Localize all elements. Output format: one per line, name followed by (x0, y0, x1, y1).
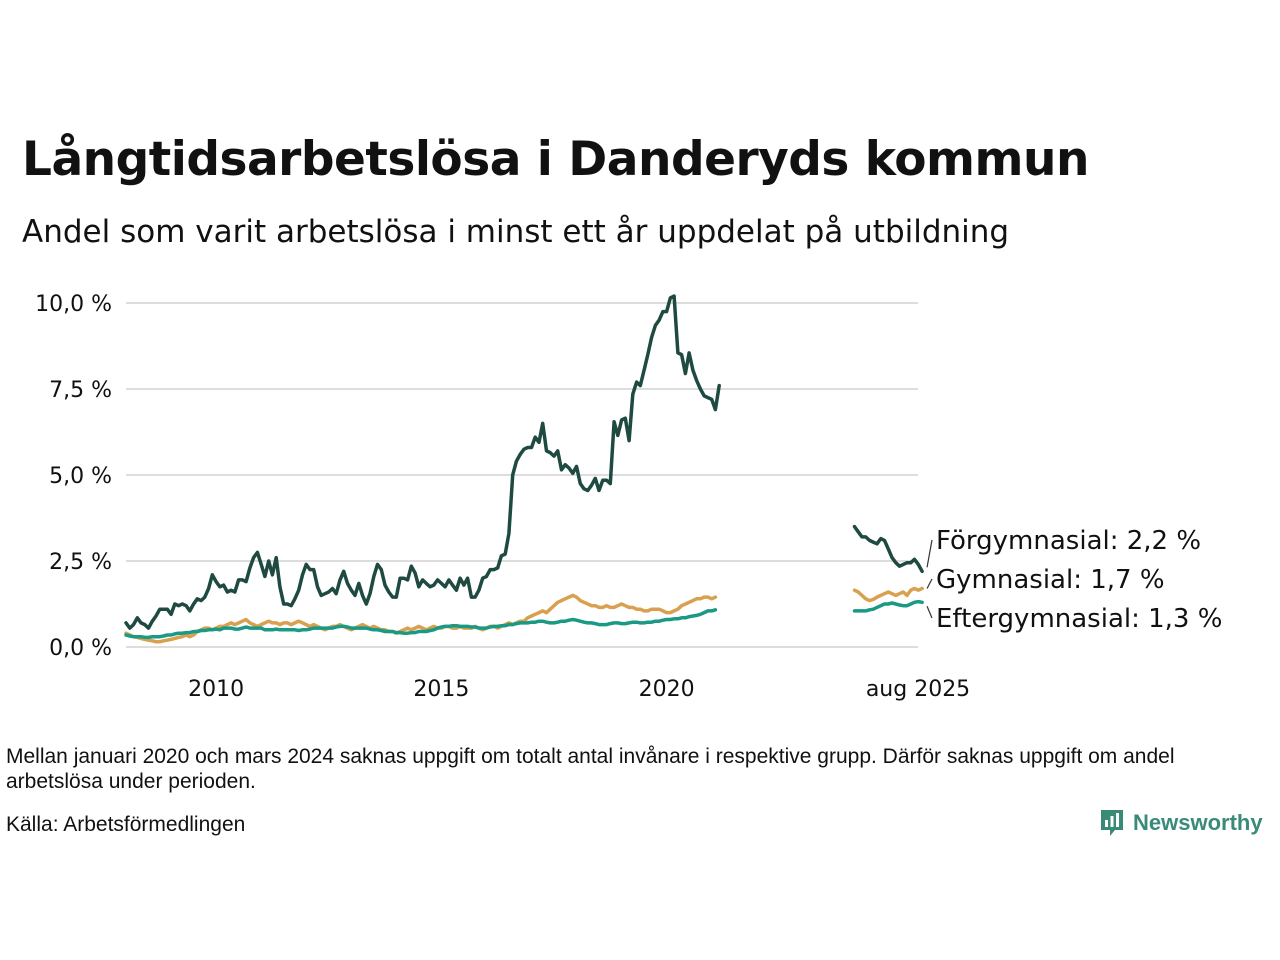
series-line-förgymnasial (852, 524, 924, 574)
series-lines (124, 294, 924, 644)
y-tick-label: 10,0 % (35, 292, 112, 317)
series-end-label: Förgymnasial: 2,2 % (936, 526, 1201, 556)
series-end-label: Eftergymnasial: 1,3 % (936, 604, 1222, 634)
series-line-gymnasial (124, 593, 718, 644)
chart-title: Långtidsarbetslösa i Danderyds kommun (22, 132, 1089, 187)
x-tick-label: 2020 (639, 677, 695, 702)
chart-subtitle: Andel som varit arbetslösa i minst ett å… (22, 214, 1010, 250)
newsworthy-logo[interactable]: Newsworthy (1099, 808, 1263, 838)
source-text: Källa: Arbetsförmedlingen (6, 813, 246, 836)
series-line-eftergymnasial (852, 599, 924, 613)
grid-lines (126, 302, 918, 648)
x-tick-label: 2010 (188, 677, 244, 702)
label-leader-line (926, 606, 933, 619)
x-tick-label: 2015 (413, 677, 469, 702)
bar-chart-logo-icon (1101, 810, 1123, 836)
series-line-förgymnasial (124, 294, 721, 630)
y-tick-label: 2,5 % (49, 550, 112, 575)
x-tick-label: aug 2025 (866, 677, 970, 702)
series-end-label: Gymnasial: 1,7 % (936, 565, 1165, 595)
line-chart: 0,0 % 2,5 % 5,0 % 7,5 % 10,0 % 2010 2015 2020 a… (35, 292, 1222, 702)
series-end-labels: Förgymnasial: 2,2 % Gymnasial: 1,7 % Efter… (926, 526, 1222, 634)
y-tick-label: 7,5 % (49, 378, 112, 403)
label-leader-line (926, 539, 933, 568)
series-line-gymnasial (852, 586, 924, 603)
y-tick-label: 5,0 % (49, 464, 112, 489)
footnote: Mellan januari 2020 och mars 2024 saknas… (6, 745, 1175, 793)
logo-text: Newsworthy (1133, 810, 1263, 835)
x-axis-ticks: 2010 2015 2020 aug 2025 (188, 677, 970, 702)
series-line-eftergymnasial (124, 608, 718, 640)
y-tick-label: 0,0 % (49, 636, 112, 661)
y-axis-ticks: 0,0 % 2,5 % 5,0 % 7,5 % 10,0 % (35, 292, 112, 661)
label-leader-line (926, 578, 933, 589)
